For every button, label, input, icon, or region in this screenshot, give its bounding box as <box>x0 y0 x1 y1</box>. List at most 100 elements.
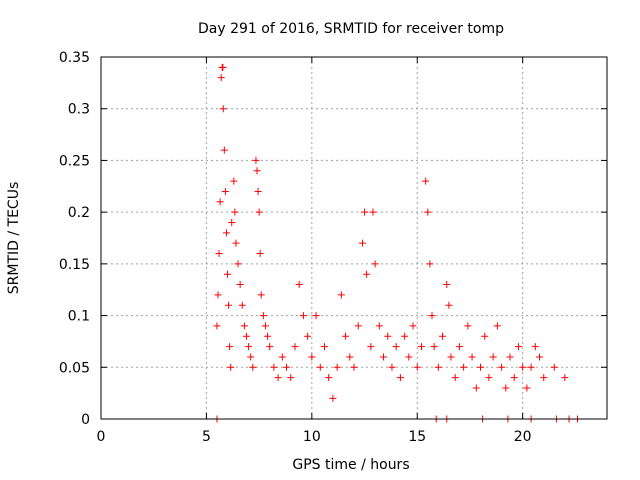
data-point <box>485 374 493 382</box>
y-tick-label: 0 <box>81 412 90 428</box>
y-tick-label: 0.3 <box>68 102 90 118</box>
data-point <box>291 343 299 351</box>
data-point <box>445 301 453 309</box>
data-point <box>214 291 222 299</box>
data-point <box>247 353 255 361</box>
data-point <box>232 239 240 247</box>
data-point <box>510 374 518 382</box>
y-tick-label: 0.2 <box>68 205 90 221</box>
data-point <box>430 343 438 351</box>
data-point <box>472 384 480 392</box>
data-point <box>361 208 369 216</box>
data-point <box>221 187 229 195</box>
data-point <box>283 363 291 371</box>
data-point <box>222 229 230 237</box>
data-point <box>320 343 328 351</box>
data-point <box>550 363 558 371</box>
data-point <box>304 332 312 340</box>
data-point <box>219 63 227 71</box>
data-point <box>329 394 337 402</box>
data-point <box>477 363 484 371</box>
data-point <box>287 374 295 382</box>
data-point <box>384 332 392 340</box>
data-point <box>234 260 242 268</box>
data-point <box>316 363 324 371</box>
data-point <box>350 363 358 371</box>
data-markers <box>213 63 581 423</box>
data-point <box>527 363 535 371</box>
y-tick-label: 0.05 <box>59 360 90 376</box>
data-point <box>312 312 320 320</box>
data-point <box>426 260 434 268</box>
x-tick-label: 10 <box>303 429 321 445</box>
data-point <box>380 353 388 361</box>
data-point <box>536 353 544 361</box>
data-point <box>240 322 248 330</box>
data-point <box>424 208 432 216</box>
data-point <box>308 353 316 361</box>
data-point <box>502 384 510 392</box>
y-tick-label: 0.35 <box>59 50 90 66</box>
data-point <box>443 281 451 289</box>
data-point <box>216 198 224 206</box>
data-point <box>227 363 235 371</box>
y-tick-label: 0.1 <box>68 309 90 325</box>
data-point <box>230 177 238 185</box>
data-point <box>245 343 253 351</box>
data-point <box>392 343 400 351</box>
y-axis: 0 0.05 0.1 0.15 0.2 0.25 0.3 0.35 <box>59 50 607 428</box>
data-point <box>428 312 436 320</box>
data-point <box>413 363 421 371</box>
chart-title: Day 291 of 2016, SRMTID for receiver tom… <box>198 21 504 37</box>
data-point <box>460 363 468 371</box>
data-point <box>354 322 362 330</box>
y-tick-label: 0.25 <box>59 153 90 169</box>
data-point <box>434 363 442 371</box>
data-point <box>215 250 223 258</box>
data-point <box>264 332 272 340</box>
data-point <box>498 363 506 371</box>
data-point <box>514 343 522 351</box>
data-point <box>325 374 333 382</box>
data-point <box>249 363 257 371</box>
data-point <box>540 374 548 382</box>
data-point <box>225 301 233 309</box>
data-point <box>388 363 396 371</box>
data-point <box>252 156 260 164</box>
x-axis: 0 5 10 15 20 <box>97 57 532 445</box>
data-point <box>561 374 569 382</box>
data-point <box>447 353 455 361</box>
data-point <box>231 208 239 216</box>
data-point <box>396 374 404 382</box>
data-point <box>367 343 375 351</box>
data-point <box>270 363 278 371</box>
data-point <box>253 167 261 175</box>
data-point <box>506 353 514 361</box>
data-point <box>261 322 269 330</box>
data-point <box>439 332 447 340</box>
data-point <box>375 322 383 330</box>
data-point <box>213 322 221 330</box>
data-point <box>464 322 472 330</box>
data-point <box>451 374 459 382</box>
data-point <box>371 260 379 268</box>
x-tick-label: 20 <box>514 429 532 445</box>
data-point <box>405 353 413 361</box>
data-point <box>468 353 476 361</box>
data-point <box>417 343 425 351</box>
data-point <box>242 332 250 340</box>
data-point <box>219 105 227 113</box>
data-point <box>278 353 286 361</box>
data-point <box>455 343 463 351</box>
data-point <box>346 353 354 361</box>
data-point <box>337 291 345 299</box>
data-point <box>493 322 501 330</box>
data-point <box>295 281 303 289</box>
data-point <box>333 363 341 371</box>
data-point <box>257 291 265 299</box>
y-tick-label: 0.15 <box>59 257 90 273</box>
data-point <box>236 281 244 289</box>
y-axis-label: SRMTID / TECUs <box>6 182 22 295</box>
data-point <box>409 322 417 330</box>
